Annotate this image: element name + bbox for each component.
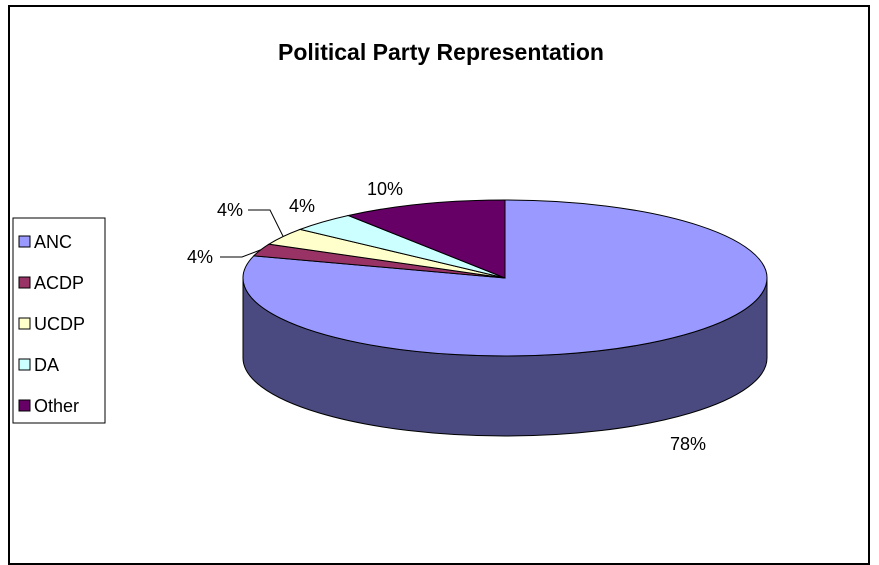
leader-line-ucdp — [248, 209, 284, 237]
slice-other — [346, 199, 506, 279]
legend-swatch-anc — [18, 235, 31, 248]
legend-label-ucdp: UCDP — [34, 314, 85, 334]
data-label-other: 10% — [367, 179, 403, 199]
legend-swatch-da — [18, 358, 31, 371]
legend-label-acdp: ACDP — [34, 273, 84, 293]
chart-area: Political Party Representation 78% 4% 4% 4%… — [8, 5, 870, 565]
pie-tops — [242, 199, 768, 357]
legend-label-da: DA — [34, 355, 59, 375]
data-label-da: 4% — [289, 196, 315, 216]
legend-swatch-other — [18, 399, 31, 412]
data-label-ucdp: 4% — [217, 200, 243, 220]
pie-chart: Political Party Representation 78% 4% 4% 4%… — [12, 39, 768, 454]
data-label-anc: 78% — [670, 434, 706, 454]
legend-swatch-ucdp — [18, 317, 31, 330]
legend-label-other: Other — [34, 396, 79, 416]
chart-title: Political Party Representation — [278, 39, 604, 65]
pie-labels: 78% 4% 4% 4% 10% — [187, 179, 706, 454]
leader-line-acdp — [220, 249, 261, 258]
legend-swatch-acdp — [18, 276, 31, 289]
legend-label-anc: ANC — [34, 232, 72, 252]
legend: ANC ACDP UCDP DA Other — [12, 217, 106, 424]
data-label-acdp: 4% — [187, 247, 213, 267]
